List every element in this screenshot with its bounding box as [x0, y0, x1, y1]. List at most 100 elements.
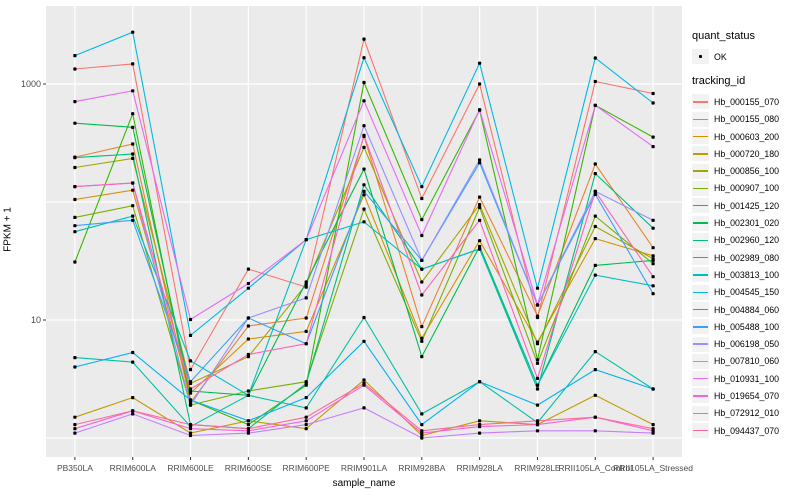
data-point: [420, 185, 424, 189]
data-point: [304, 396, 308, 400]
data-point: [188, 359, 193, 363]
series-line-icon: [693, 187, 708, 190]
data-point: [420, 436, 424, 440]
data-point: [593, 429, 597, 433]
data-point: [246, 281, 250, 286]
data-point: [651, 135, 655, 139]
legend-entry-label: OK: [714, 51, 727, 62]
data-point: [651, 218, 655, 222]
data-point: [246, 324, 250, 328]
data-point: [188, 380, 193, 384]
data-point: [304, 423, 308, 427]
data-point: [593, 56, 597, 60]
data-point: [131, 125, 135, 129]
data-point: [304, 296, 308, 300]
data-point: [304, 342, 308, 346]
data-point: [188, 400, 193, 405]
data-point: [593, 103, 597, 107]
legend-entry-Hb_072912_010: Hb_072912_010: [692, 405, 800, 422]
legend: quant_status OK tracking_id Hb_000155_07…: [692, 30, 800, 439]
data-point: [188, 333, 193, 337]
x-tick-label: RRII105LA_Stressed: [613, 463, 694, 473]
data-point: [246, 423, 250, 427]
data-point: [593, 224, 597, 229]
series-line-icon: [693, 291, 708, 293]
legend-entry-label: Hb_000603_200: [714, 131, 780, 142]
data-point: [420, 339, 424, 343]
series-color-key: [692, 198, 709, 214]
legend-entry-label: Hb_000155_080: [714, 114, 780, 125]
series-color-key: [692, 336, 709, 352]
data-point: [73, 197, 77, 202]
data-point: [73, 224, 77, 228]
data-point: [535, 303, 540, 307]
data-point: [73, 156, 77, 160]
data-point: [478, 431, 482, 435]
legend-entry-Hb_000155_080: Hb_000155_080: [692, 111, 800, 128]
x-tick-label: RRIM928LE: [514, 463, 561, 473]
data-point: [131, 396, 135, 400]
series-line-icon: [693, 205, 708, 207]
data-point: [420, 196, 424, 201]
data-point: [535, 429, 540, 433]
data-point: [535, 383, 540, 387]
data-point: [131, 188, 135, 192]
data-point: [246, 286, 250, 290]
data-point: [362, 167, 366, 171]
series-color-key: [692, 423, 709, 439]
legend-entry-Hb_002960_120: Hb_002960_120: [692, 232, 800, 249]
data-point: [593, 237, 597, 241]
data-point: [188, 398, 193, 402]
series-line-icon: [693, 326, 708, 328]
series-line-icon: [693, 395, 708, 397]
series-color-key: [692, 215, 709, 231]
series-line-icon: [693, 378, 708, 380]
data-point: [362, 193, 366, 197]
data-point: [73, 100, 77, 104]
y-tick-label: 1000: [20, 79, 41, 89]
data-point: [593, 172, 597, 176]
x-tick-label: RRIM600SE: [224, 463, 272, 473]
data-point: [420, 423, 424, 427]
data-point: [593, 273, 597, 277]
data-point: [73, 185, 77, 189]
data-point: [535, 387, 540, 391]
legend-entry-label: Hb_000907_100: [714, 183, 780, 194]
series-color-key: [692, 146, 709, 162]
point-icon: [698, 54, 703, 59]
data-point: [362, 183, 366, 187]
legend-entry-label: Hb_002960_120: [714, 235, 780, 246]
data-point: [362, 145, 366, 149]
data-point: [651, 292, 655, 296]
data-point: [651, 226, 655, 230]
legend-title-tracking-id: tracking_id: [692, 75, 746, 88]
x-tick-label: RRIM901LA: [340, 463, 388, 473]
legend-entry-label: Hb_005488_100: [714, 321, 780, 332]
data-point: [535, 403, 540, 407]
data-point: [188, 387, 193, 391]
data-point: [131, 152, 135, 156]
data-point: [651, 91, 655, 96]
x-axis-title: sample_name: [332, 478, 396, 489]
series-color-key: [692, 405, 709, 421]
series-color-key: [692, 371, 709, 387]
legend-entry-Hb_019654_070: Hb_019654_070: [692, 387, 800, 404]
legend-entry-label: Hb_000720_180: [714, 148, 780, 159]
data-point: [478, 247, 482, 251]
series-color-key: [692, 94, 709, 110]
data-point: [362, 133, 366, 137]
data-point: [535, 342, 540, 346]
series-color-key: [692, 163, 709, 179]
series-line-icon: [693, 118, 708, 120]
x-tick-label: RRIM600LA: [109, 463, 156, 473]
data-point: [188, 423, 193, 427]
legend-entry-Hb_004884_060: Hb_004884_060: [692, 301, 800, 318]
data-point: [73, 431, 77, 435]
legend-entry-Hb_000603_200: Hb_000603_200: [692, 128, 800, 145]
data-point: [420, 355, 424, 359]
data-point: [362, 207, 366, 211]
data-point: [246, 389, 250, 393]
data-point: [188, 427, 193, 431]
legend-entry-Hb_005488_100: Hb_005488_100: [692, 318, 800, 335]
